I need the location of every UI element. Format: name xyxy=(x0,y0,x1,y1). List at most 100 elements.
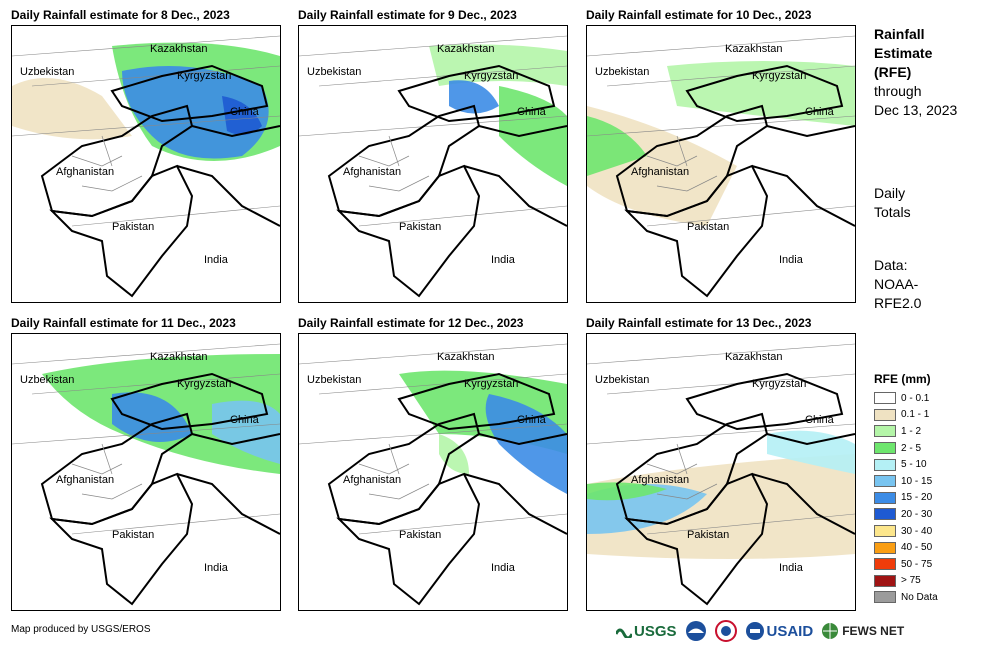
heading-line2: Estimate xyxy=(874,45,933,61)
logo-strip: USGS USAID FEWS NET xyxy=(616,618,904,644)
label-pakistan: Pakistan xyxy=(112,221,155,233)
label-kazakhstan: Kazakhstan xyxy=(725,351,783,363)
usaid-logo: USAID xyxy=(745,621,813,641)
label-india: India xyxy=(491,254,515,266)
label-kazakhstan: Kazakhstan xyxy=(150,43,208,55)
legend-label: 15 - 20 xyxy=(901,492,933,504)
label-pakistan: Pakistan xyxy=(112,529,155,541)
legend-item: 2 - 5 xyxy=(874,440,974,457)
data-source: Data: NOAA- RFE2.0 xyxy=(874,257,922,311)
nws-logo xyxy=(714,620,737,642)
panel-title: Daily Rainfall estimate for 12 Dec., 202… xyxy=(298,316,524,330)
legend-label: 0 - 0.1 xyxy=(901,392,930,404)
label-afghanistan: Afghanistan xyxy=(56,474,115,486)
legend-swatch xyxy=(874,541,896,554)
rfe-heading: Rainfall Estimate (RFE) through Dec 13, … xyxy=(874,25,957,120)
label-afghanistan: Afghanistan xyxy=(343,166,402,178)
legend-label: 40 - 50 xyxy=(901,542,933,554)
panel-title: Daily Rainfall estimate for 13 Dec., 202… xyxy=(586,316,812,330)
legend-label: 2 - 5 xyxy=(901,442,922,454)
label-china: China xyxy=(230,106,259,118)
label-kyrgyzstan: Kyrgyzstan xyxy=(177,378,232,390)
label-afghanistan: Afghanistan xyxy=(343,474,402,486)
label-china: China xyxy=(517,106,546,118)
legend-label: 10 - 15 xyxy=(901,475,933,487)
legend-label: 50 - 75 xyxy=(901,558,933,570)
label-india: India xyxy=(204,562,228,574)
legend-swatch xyxy=(874,574,896,587)
panel-title: Daily Rainfall estimate for 11 Dec., 202… xyxy=(11,316,236,330)
label-kazakhstan: Kazakhstan xyxy=(437,43,495,55)
label-china: China xyxy=(517,414,546,426)
daily-totals: Daily Totals xyxy=(874,185,911,220)
label-pakistan: Pakistan xyxy=(399,221,442,233)
label-china: China xyxy=(805,106,834,118)
legend-label: 0.1 - 1 xyxy=(901,409,930,421)
label-uzbekistan: Uzbekistan xyxy=(595,66,650,78)
legend-item: 5 - 10 xyxy=(874,456,974,473)
label-india: India xyxy=(204,254,228,266)
panel-title: Daily Rainfall estimate for 10 Dec., 202… xyxy=(586,8,812,22)
map-frame: Kazakhstan Uzbekistan Kyrgyzstan China Afgha… xyxy=(298,25,568,303)
label-china: China xyxy=(230,414,259,426)
label-kyrgyzstan: Kyrgyzstan xyxy=(752,378,807,390)
label-pakistan: Pakistan xyxy=(687,221,730,233)
legend-swatch xyxy=(874,525,896,538)
label-india: India xyxy=(491,562,515,574)
legend-item: 30 - 40 xyxy=(874,523,974,540)
rainfall-map xyxy=(299,35,567,298)
label-kazakhstan: Kazakhstan xyxy=(437,351,495,363)
usaid-seal-icon xyxy=(745,622,764,640)
legend-item: 0 - 0.1 xyxy=(874,390,974,407)
legend-swatch xyxy=(874,442,896,455)
legend-swatch xyxy=(874,591,896,604)
heading-line3: (RFE) xyxy=(874,64,912,80)
label-kyrgyzstan: Kyrgyzstan xyxy=(464,378,519,390)
usgs-logo: USGS xyxy=(616,623,677,640)
legend-title: RFE (mm) xyxy=(874,372,931,386)
label-india: India xyxy=(779,562,803,574)
heading-line1: Rainfall xyxy=(874,26,925,42)
legend-item: 10 - 15 xyxy=(874,473,974,490)
legend-label: 5 - 10 xyxy=(901,459,927,471)
label-pakistan: Pakistan xyxy=(399,529,442,541)
legend-label: > 75 xyxy=(901,575,921,587)
map-frame: Kazakhstan Uzbekistan Kyrgyzstan China Afgha… xyxy=(586,25,856,303)
legend-swatch xyxy=(874,425,896,438)
rainfall-map xyxy=(587,35,855,298)
rainfall-map xyxy=(12,343,280,606)
label-afghanistan: Afghanistan xyxy=(631,474,690,486)
label-afghanistan: Afghanistan xyxy=(56,166,115,178)
legend: RFE (mm) 0 - 0.1 0.1 - 1 1 - 2 2 - 5 5 - 10 1… xyxy=(874,372,974,606)
panel-title: Daily Rainfall estimate for 9 Dec., 2023 xyxy=(298,8,517,22)
label-kazakhstan: Kazakhstan xyxy=(150,351,208,363)
legend-item: 50 - 75 xyxy=(874,556,974,573)
rainfall-map xyxy=(299,343,567,606)
label-uzbekistan: Uzbekistan xyxy=(20,66,75,78)
map-frame: Kazakhstan Uzbekistan Kyrgyzstan China Afgha… xyxy=(11,25,281,303)
label-kazakhstan: Kazakhstan xyxy=(725,43,783,55)
map-frame: Kazakhstan Uzbekistan Kyrgyzstan China Afgha… xyxy=(586,333,856,611)
noaa-logo xyxy=(685,621,706,641)
fewsnet-logo: FEWS NET xyxy=(821,622,904,640)
legend-swatch xyxy=(874,491,896,504)
label-kyrgyzstan: Kyrgyzstan xyxy=(752,70,807,82)
legend-swatch xyxy=(874,475,896,488)
legend-item: 0.1 - 1 xyxy=(874,407,974,424)
legend-label: No Data xyxy=(901,591,938,603)
legend-item: 1 - 2 xyxy=(874,423,974,440)
label-india: India xyxy=(779,254,803,266)
legend-swatch xyxy=(874,558,896,571)
label-afghanistan: Afghanistan xyxy=(631,166,690,178)
label-uzbekistan: Uzbekistan xyxy=(20,374,75,386)
legend-swatch xyxy=(874,508,896,521)
legend-item: 40 - 50 xyxy=(874,539,974,556)
legend-label: 30 - 40 xyxy=(901,525,933,537)
legend-item: > 75 xyxy=(874,573,974,590)
legend-item: No Data xyxy=(874,589,974,606)
legend-swatch xyxy=(874,408,896,421)
through-text: through xyxy=(874,83,922,99)
label-china: China xyxy=(805,414,834,426)
legend-item: 15 - 20 xyxy=(874,490,974,507)
map-frame: Kazakhstan Uzbekistan Kyrgyzstan China Afgha… xyxy=(11,333,281,611)
